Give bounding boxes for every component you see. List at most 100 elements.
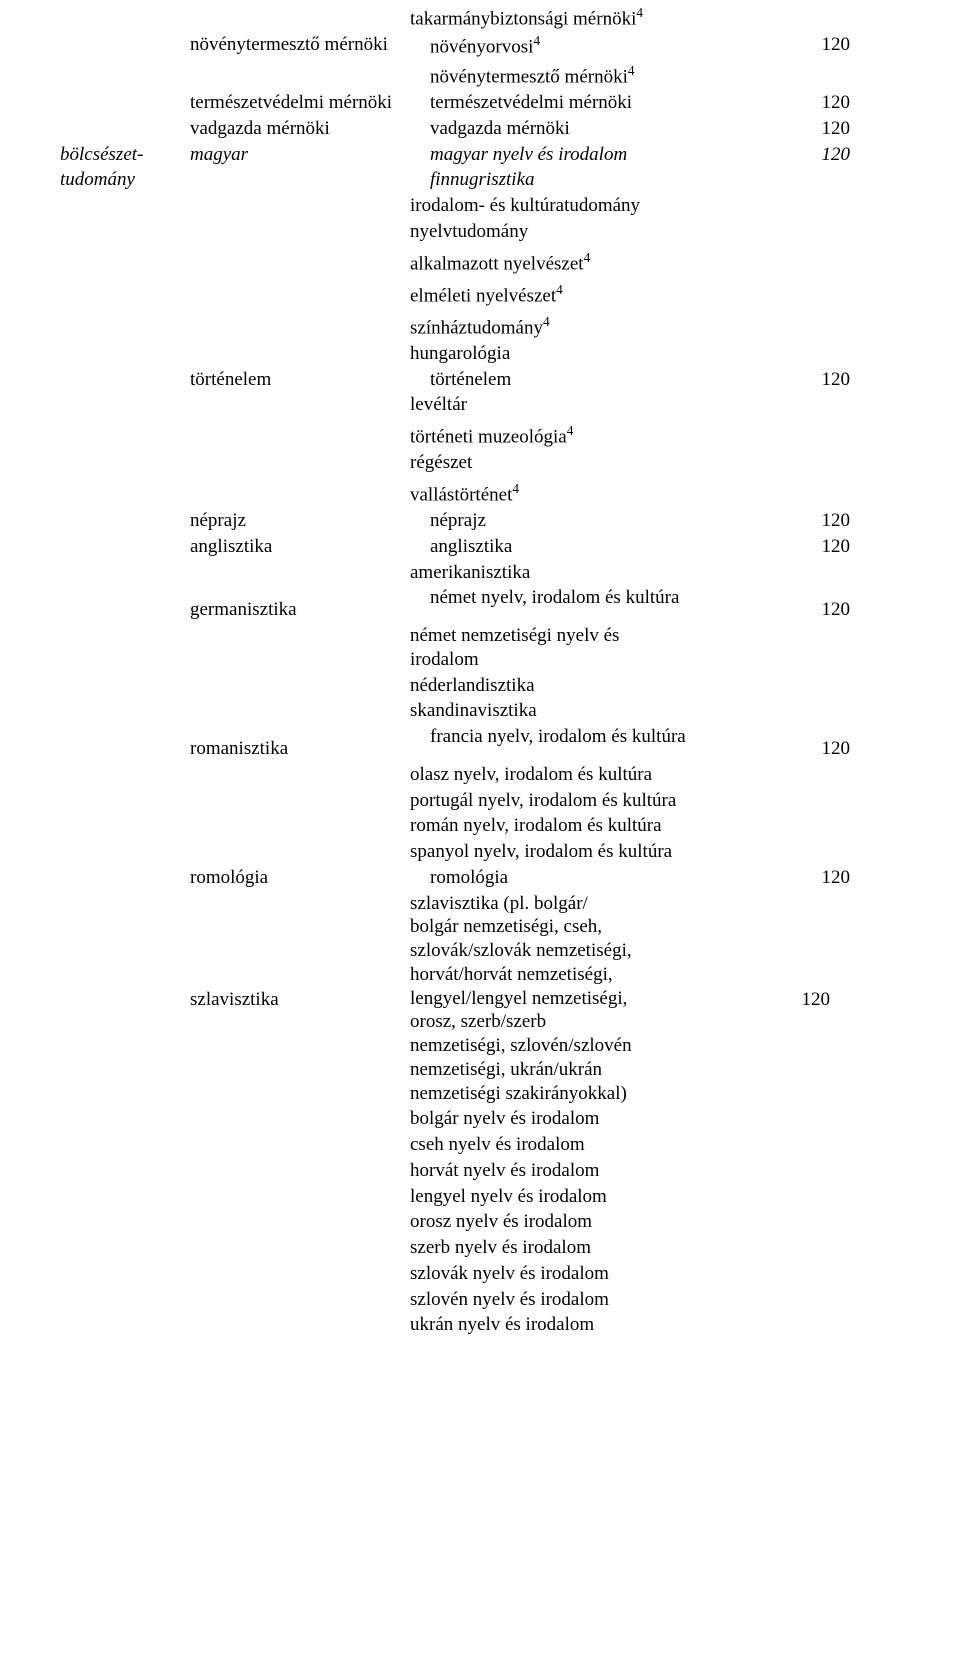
table-row: skandinavisztika: [60, 699, 900, 723]
col-main: román nyelv, irodalom és kultúra: [410, 814, 680, 838]
table-row: levéltár: [60, 393, 900, 417]
col-credits: 120: [790, 33, 850, 57]
main-text: amerikanisztika: [410, 562, 530, 583]
table-row: alkalmazott nyelvészet4: [60, 250, 900, 276]
col-credits: 120: [790, 725, 850, 761]
main-text: levéltár: [410, 394, 467, 415]
main-text: régészet: [410, 452, 472, 473]
block-line: szlovák/szlovák nemzetiségi,: [410, 939, 680, 963]
superscript: 4: [567, 423, 574, 438]
table-row: német nemzetiségi nyelv és irodalom: [60, 624, 900, 672]
col-mid: szlavisztika: [190, 892, 410, 1012]
col-main: bolgár nyelv és irodalom: [410, 1107, 680, 1131]
main-text: lengyel nyelv és irodalom: [410, 1186, 607, 1207]
col-mid: magyar: [190, 143, 410, 167]
table-row: olasz nyelv, irodalom és kultúra: [60, 763, 900, 787]
credits: 120: [822, 510, 851, 531]
col-main: alkalmazott nyelvészet4: [410, 250, 680, 276]
col-credits: 120: [790, 535, 850, 559]
main-text: magyar nyelv és irodalom: [430, 144, 627, 165]
left-text: tudomány: [60, 169, 135, 190]
superscript: 4: [533, 33, 540, 48]
block-line: horvát/horvát nemzetiségi,: [410, 963, 680, 987]
col-main: finnugrisztika: [410, 168, 700, 192]
mid-text: növénytermesztő mérnöki: [190, 34, 388, 55]
table-row: román nyelv, irodalom és kultúra: [60, 814, 900, 838]
col-main: takarmánybiztonsági mérnöki4: [410, 5, 680, 31]
mid-text: romológia: [190, 867, 268, 888]
col-main: néderlandisztika: [410, 674, 680, 698]
col-main: ukrán nyelv és irodalom: [410, 1313, 680, 1337]
col-main: természetvédelmi mérnöki: [410, 91, 700, 115]
superscript: 4: [512, 481, 519, 496]
table-row: történelem történelem 120: [60, 368, 900, 392]
table-row: spanyol nyelv, irodalom és kultúra: [60, 840, 900, 864]
col-main: régészet: [410, 451, 680, 475]
col-main: orosz nyelv és irodalom: [410, 1210, 680, 1234]
col-main: szlovák nyelv és irodalom: [410, 1262, 680, 1286]
col-main: olasz nyelv, irodalom és kultúra: [410, 763, 680, 787]
col-main: szlovén nyelv és irodalom: [410, 1288, 680, 1312]
main-text: bolgár nyelv és irodalom: [410, 1108, 599, 1129]
col-main: lengyel nyelv és irodalom: [410, 1185, 680, 1209]
table-row: hungarológia: [60, 342, 900, 366]
col-main: spanyol nyelv, irodalom és kultúra: [410, 840, 680, 864]
col-mid: történelem: [190, 368, 410, 392]
col-main: francia nyelv, irodalom és kultúra: [410, 725, 700, 749]
table-row: bölcsészet- magyar magyar nyelv és iroda…: [60, 143, 900, 167]
table-row: régészet: [60, 451, 900, 475]
table-row: ukrán nyelv és irodalom: [60, 1313, 900, 1337]
col-main: néprajz: [410, 509, 700, 533]
table-row: vadgazda mérnöki vadgazda mérnöki 120: [60, 117, 900, 141]
col-left: tudomány: [60, 168, 190, 192]
main-text: cseh nyelv és irodalom: [410, 1134, 585, 1155]
main-text: történeti muzeológia: [410, 427, 567, 448]
col-mid: vadgazda mérnöki: [190, 117, 410, 141]
col-credits: 120: [790, 143, 850, 167]
main-text: növénytermesztő mérnöki: [430, 66, 628, 87]
table-row: amerikanisztika: [60, 561, 900, 585]
col-main: növénytermesztő mérnöki4: [410, 63, 700, 89]
col-main: amerikanisztika: [410, 561, 680, 585]
table-row: orosz nyelv és irodalom: [60, 1210, 900, 1234]
block-line: nemzetiségi szakirányokkal): [410, 1082, 680, 1106]
mid-text: történelem: [190, 369, 271, 390]
main-text: német nyelv, irodalom és kultúra: [430, 587, 679, 608]
credits: 120: [822, 738, 851, 759]
col-credits: 120: [790, 368, 850, 392]
col-main: német nemzetiségi nyelv és irodalom: [410, 624, 680, 672]
col-credits: 120: [770, 892, 830, 1012]
table-row: vallástörténet4: [60, 481, 900, 507]
left-text: bölcsészet-: [60, 144, 143, 165]
table-row: romanisztika francia nyelv, irodalom és …: [60, 725, 900, 761]
main-text: finnugrisztika: [430, 169, 535, 190]
col-credits: 120: [790, 91, 850, 115]
main-text: természetvédelmi mérnöki: [430, 92, 632, 113]
table-row: portugál nyelv, irodalom és kultúra: [60, 789, 900, 813]
credits: 120: [822, 536, 851, 557]
credits: 120: [822, 144, 851, 165]
col-main: vadgazda mérnöki: [410, 117, 700, 141]
table-row: anglisztika anglisztika 120: [60, 535, 900, 559]
col-main: elméleti nyelvészet4: [410, 282, 680, 308]
table-row: történeti muzeológia4: [60, 423, 900, 449]
mid-text: vadgazda mérnöki: [190, 118, 330, 139]
col-main: levéltár: [410, 393, 680, 417]
col-left: bölcsészet-: [60, 143, 190, 167]
table-row: elméleti nyelvészet4: [60, 282, 900, 308]
col-credits: 120: [790, 586, 850, 622]
main-text: román nyelv, irodalom és kultúra: [410, 815, 662, 836]
col-main-block: szlavisztika (pl. bolgár/ bolgár nemzeti…: [410, 892, 680, 1106]
block-line: orosz, szerb/szerb: [410, 1010, 680, 1034]
col-main: anglisztika: [410, 535, 700, 559]
mid-text: romanisztika: [190, 738, 288, 759]
col-mid: romológia: [190, 866, 410, 890]
main-text: takarmánybiztonsági mérnöki: [410, 8, 636, 29]
col-main: irodalom- és kultúratudomány: [410, 194, 680, 218]
col-credits: 120: [790, 117, 850, 141]
main-text: hungarológia: [410, 343, 510, 364]
credits: 120: [802, 989, 831, 1010]
col-main: színháztudomány4: [410, 314, 680, 340]
table-row: növénytermesztő mérnöki növényorvosi4 12…: [60, 33, 900, 59]
superscript: 4: [543, 314, 550, 329]
